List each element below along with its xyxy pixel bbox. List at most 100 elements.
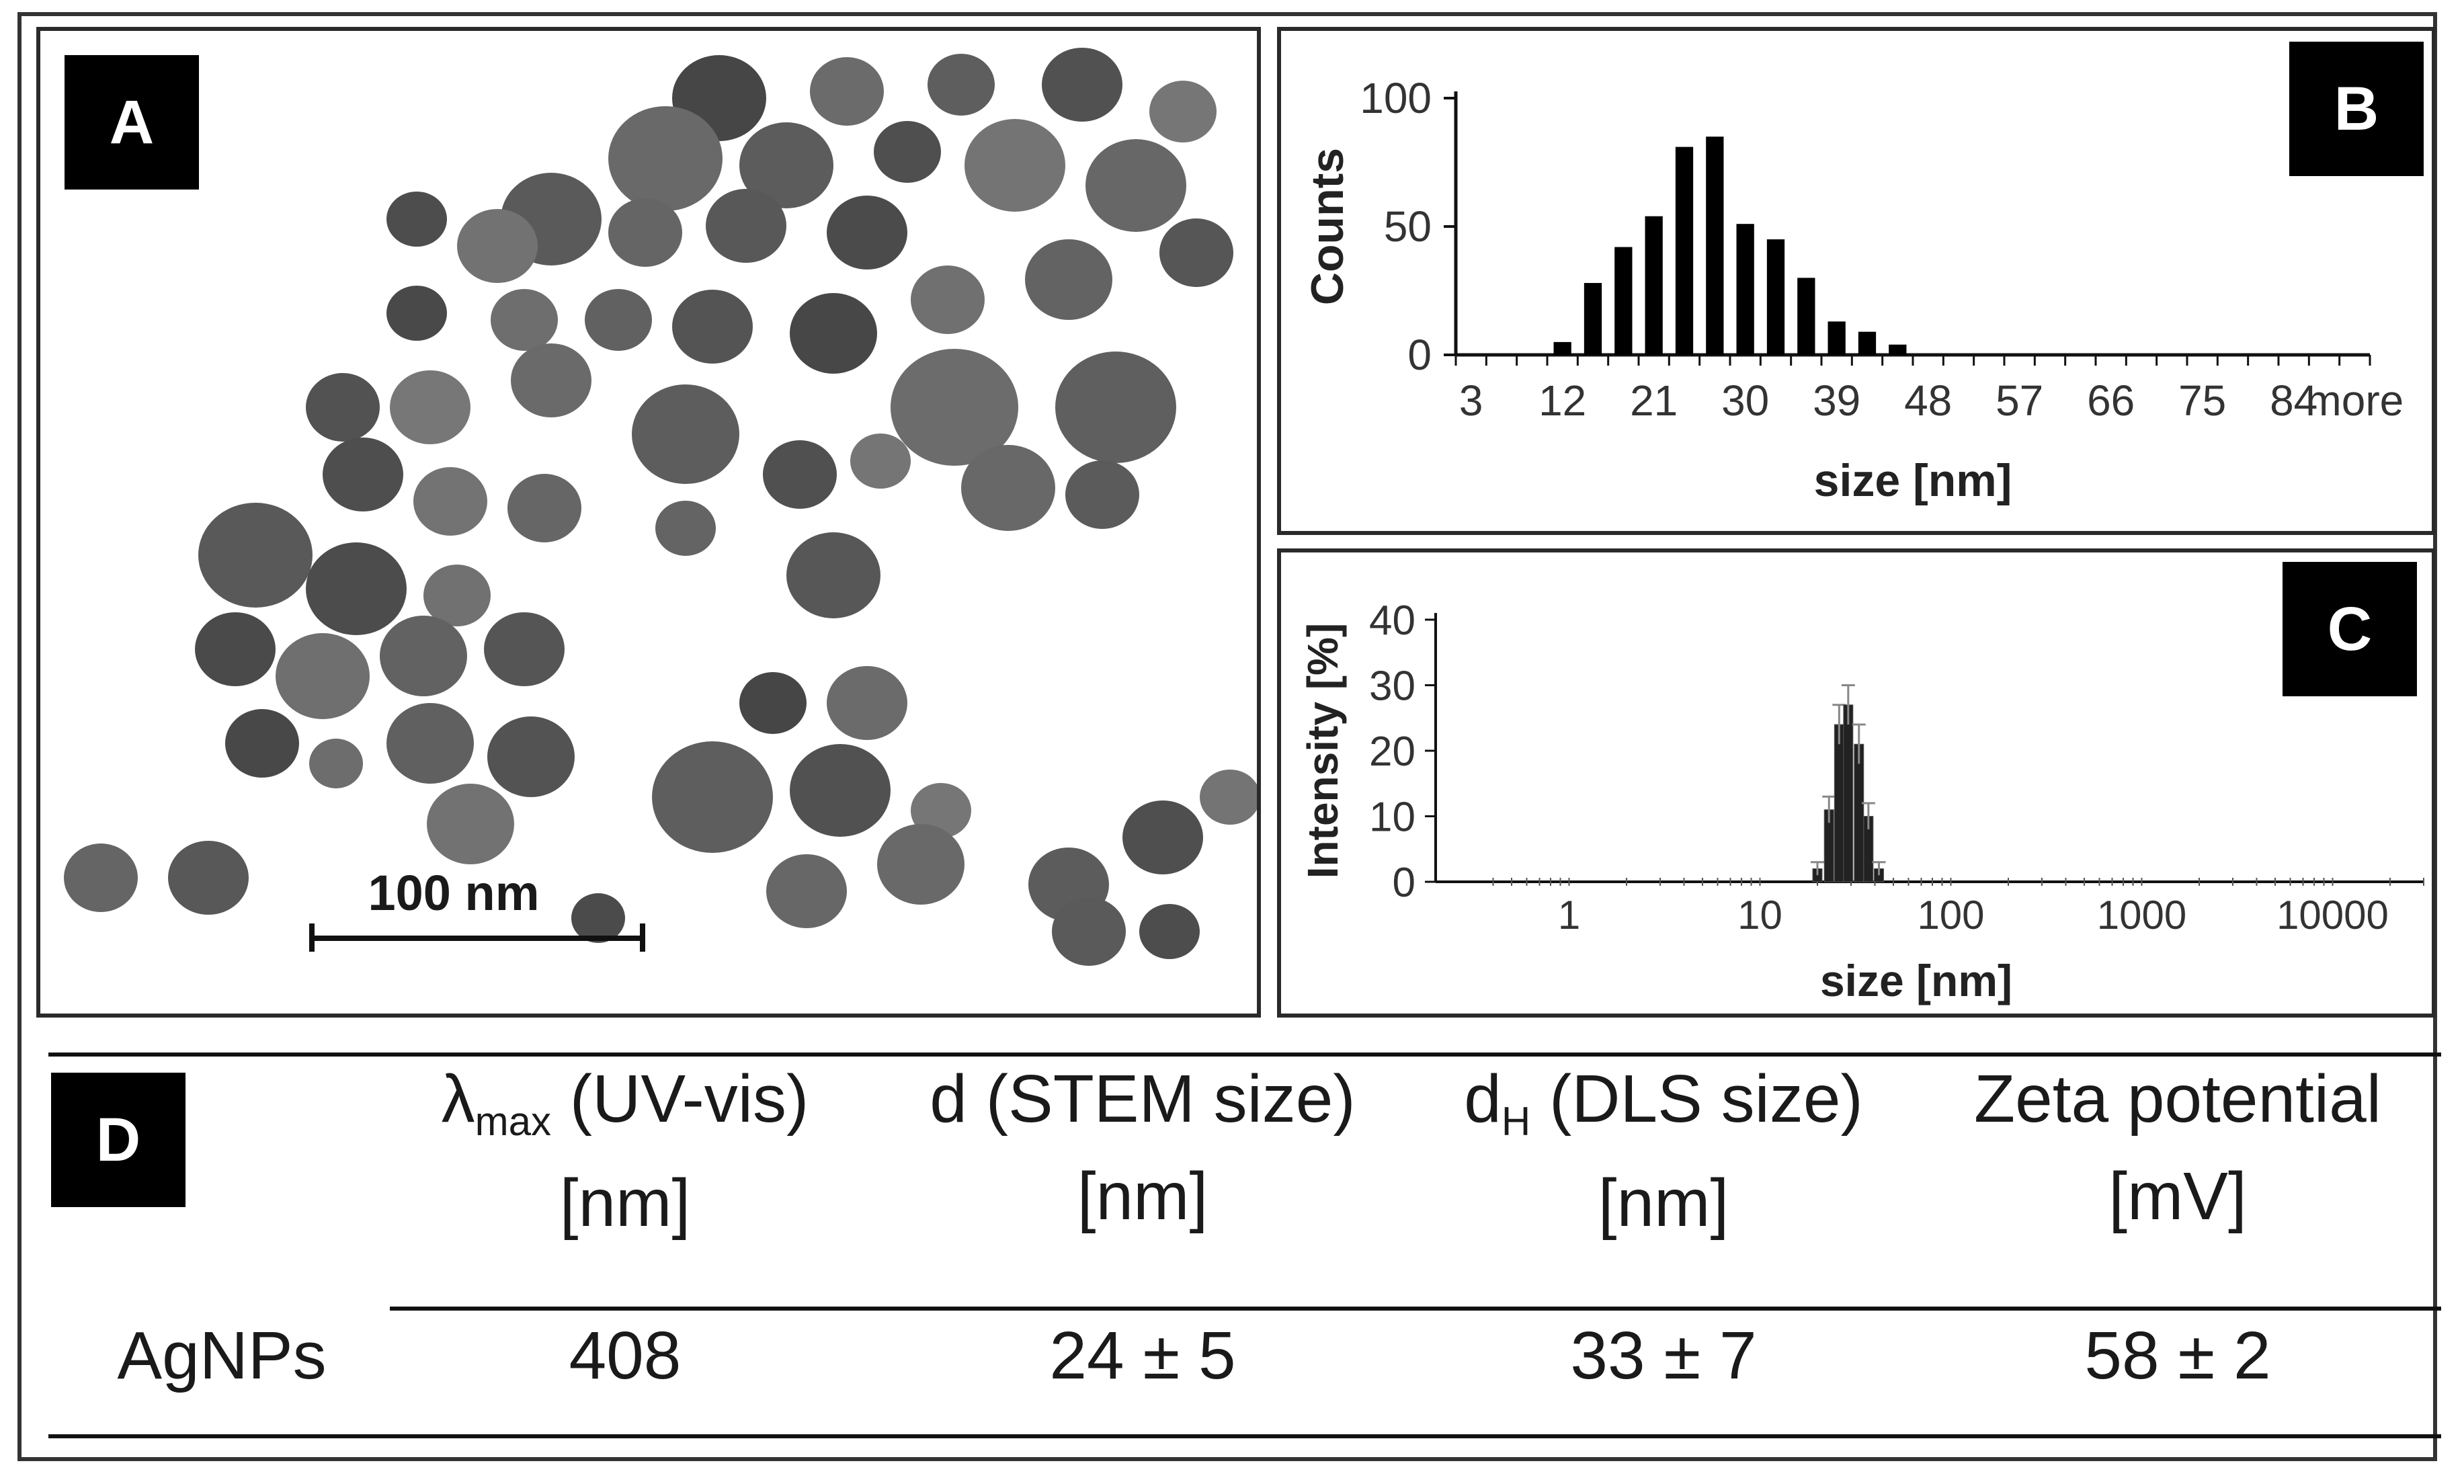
nanoparticle [652, 741, 773, 853]
histogram-bar [1736, 224, 1754, 355]
x-tick-label: 66 [2087, 376, 2135, 425]
scale-bar-tick-right [640, 923, 645, 952]
x-axis-title: size [nm] [1820, 956, 2012, 1005]
nanoparticle [511, 343, 591, 417]
nanoparticle [390, 370, 470, 444]
panel-b-histogram: 0 50 100 3 12 21 30 39 48 57 66 75 84 more size [nm] Co… [1277, 27, 2436, 535]
nanoparticle [850, 434, 911, 489]
nanoparticle [706, 189, 786, 263]
nanoparticle [585, 289, 652, 351]
y-tick-label: 0 [1393, 860, 1415, 906]
panel-a-micrograph: A 100 nm [36, 27, 1261, 1018]
histogram-bar [1675, 147, 1694, 355]
nanoparticle [891, 349, 1018, 466]
dls-chart: 0 10 20 30 40 1 10 100 1000 10000 size [nm] Intensi… [1299, 597, 2424, 1005]
histogram-bar [1889, 344, 1907, 355]
header-stem-size: d (STEM size) [nm] [874, 1061, 1411, 1235]
nanoparticle [827, 196, 907, 270]
nanoparticle [1149, 81, 1217, 142]
header-lambda-sub: max [475, 1099, 552, 1144]
nanoparticle [571, 893, 625, 943]
x-tick-label: more [2305, 376, 2404, 425]
nanoparticle [739, 122, 833, 208]
header-zeta-unit: [mV] [2108, 1159, 2247, 1234]
nanoparticle [427, 784, 514, 864]
nanoparticle [790, 293, 877, 374]
nanoparticle [1159, 218, 1233, 287]
nanoparticle [484, 612, 565, 686]
header-lambda-text: (UV-vis) [551, 1061, 809, 1137]
nanoparticle [198, 503, 313, 608]
scale-bar-tick-left [309, 923, 315, 952]
nanoparticle [874, 121, 941, 183]
value-dls-size: 33 ± 7 [1570, 1318, 1757, 1393]
y-axis-title: Intensity [%] [1299, 623, 1347, 878]
x-axis-title: size [nm] [1814, 455, 2012, 506]
nanoparticle [380, 616, 467, 696]
y-tick-label: 10 [1369, 794, 1415, 841]
header-lambda-symbol: λ [441, 1061, 475, 1137]
y-tick-label: 20 [1369, 729, 1415, 775]
x-tick-label: 1000 [2097, 893, 2186, 938]
nanoparticle [1139, 904, 1200, 959]
nanoparticle [608, 198, 682, 267]
x-tick-label: 10 [1737, 893, 1782, 938]
y-tick-label: 30 [1369, 663, 1415, 710]
nanoparticle [763, 440, 837, 509]
histogram-bar [1766, 239, 1785, 355]
nanoparticle [964, 119, 1065, 212]
nanoparticle [306, 373, 380, 442]
nanoparticle [877, 824, 964, 905]
nanoparticle [672, 290, 753, 364]
panel-a-tag: A [65, 55, 199, 190]
panel-d-tag: D [51, 1073, 186, 1207]
panel-c-dls: 0 10 20 30 40 1 10 100 1000 10000 size [nm] Intensi… [1277, 548, 2436, 1018]
x-tick-label: 48 [1904, 376, 1952, 425]
nanoparticle [386, 286, 447, 341]
nanoparticle [507, 474, 581, 542]
x-tick-label: 57 [1996, 376, 2043, 425]
header-lambda-unit: [nm] [559, 1165, 691, 1241]
nanoparticle [928, 54, 995, 116]
nanoparticle [1042, 48, 1122, 122]
y-tick-label: 50 [1384, 202, 1432, 251]
nanoparticle [911, 265, 985, 334]
y-tick-label: 0 [1407, 331, 1432, 379]
histogram-bar [1828, 321, 1846, 355]
scale-bar-label: 100 nm [368, 865, 540, 921]
nanoparticle [487, 716, 575, 797]
scale-bar [309, 936, 645, 941]
nanoparticle [386, 703, 474, 784]
nanoparticle [386, 192, 447, 247]
nanoparticle [491, 289, 558, 351]
nanoparticle [413, 467, 487, 536]
nanoparticle [457, 209, 538, 283]
panel-c-tag: C [2283, 562, 2417, 696]
value-zeta: 58 ± 2 [2084, 1318, 2271, 1393]
nanoparticle [168, 841, 249, 915]
x-tick-label: 21 [1630, 376, 1678, 425]
nanoparticle [309, 739, 363, 788]
y-axis-title: Counts [1302, 148, 1353, 305]
y-tick-label: 100 [1360, 74, 1432, 122]
dls-bar [1843, 704, 1854, 882]
value-stem-size: 24 ± 5 [1049, 1318, 1236, 1393]
header-lambda-max: λmax (UV-vis) [nm] [390, 1061, 860, 1242]
header-dls-text: (DLS size) [1530, 1061, 1863, 1137]
x-tick-label: 30 [1721, 376, 1769, 425]
nanoparticle [655, 501, 716, 556]
histogram-bar [1553, 341, 1571, 355]
header-zeta: Zeta potential [mV] [1916, 1061, 2440, 1235]
header-stem-unit: [nm] [1077, 1159, 1208, 1234]
nanoparticle [1052, 897, 1126, 966]
nanoparticle [306, 542, 407, 635]
x-tick-label: 10000 [2276, 893, 2389, 938]
nanoparticle [195, 612, 276, 686]
header-dls-unit: [nm] [1598, 1165, 1729, 1241]
dls-bar [1854, 743, 1864, 882]
x-tick-label: 100 [1917, 893, 1984, 938]
nanoparticle [827, 666, 907, 740]
nanoparticle [1065, 460, 1139, 529]
header-dls-sub: H [1501, 1099, 1531, 1144]
